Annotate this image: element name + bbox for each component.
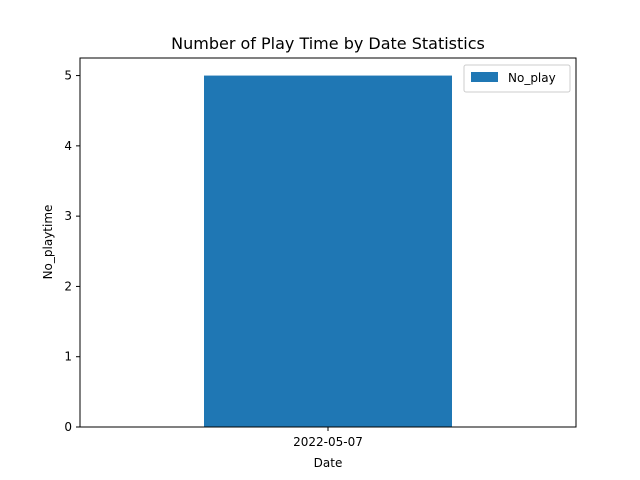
y-tick-label: 4 [64,139,72,153]
y-tick-label: 0 [64,420,72,434]
y-tick-label: 2 [64,279,72,293]
plot-area: 0 1 2 3 4 5 2022-05-07 [64,57,577,449]
bars-group [204,75,452,428]
y-tick-label: 3 [64,209,72,223]
y-tick-label: 5 [64,69,72,83]
legend-box [463,64,571,93]
y-tick-label: 1 [64,350,72,364]
legend-label: No_play [508,71,556,85]
chart-title: Number of Play Time by Date Statistics [171,34,485,53]
legend-swatch [471,72,498,82]
x-axis-label: Date [314,456,343,470]
y-axis-label: No_playtime [41,205,55,280]
bar-2022-05-07 [204,75,452,428]
legend: No_play [463,64,571,93]
y-axis: 0 1 2 3 4 5 [64,69,80,434]
x-axis: 2022-05-07 [293,427,363,449]
x-tick-label: 2022-05-07 [293,435,363,449]
